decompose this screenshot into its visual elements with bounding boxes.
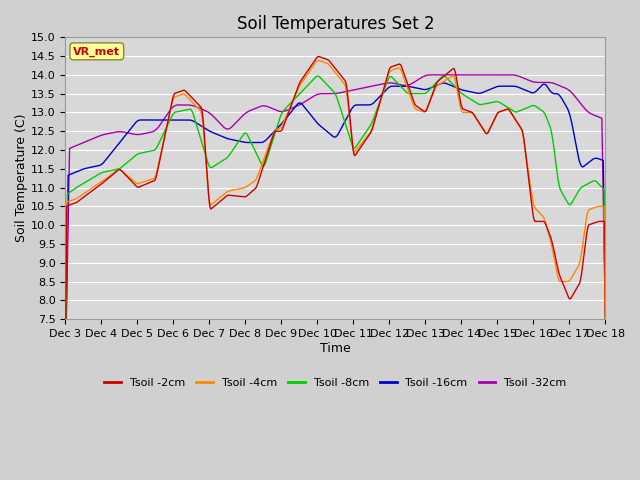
Title: Soil Temperatures Set 2: Soil Temperatures Set 2 xyxy=(237,15,434,33)
X-axis label: Time: Time xyxy=(320,342,351,355)
Y-axis label: Soil Temperature (C): Soil Temperature (C) xyxy=(15,114,28,242)
Text: VR_met: VR_met xyxy=(74,46,120,57)
Legend: Tsoil -2cm, Tsoil -4cm, Tsoil -8cm, Tsoil -16cm, Tsoil -32cm: Tsoil -2cm, Tsoil -4cm, Tsoil -8cm, Tsoi… xyxy=(100,373,571,392)
